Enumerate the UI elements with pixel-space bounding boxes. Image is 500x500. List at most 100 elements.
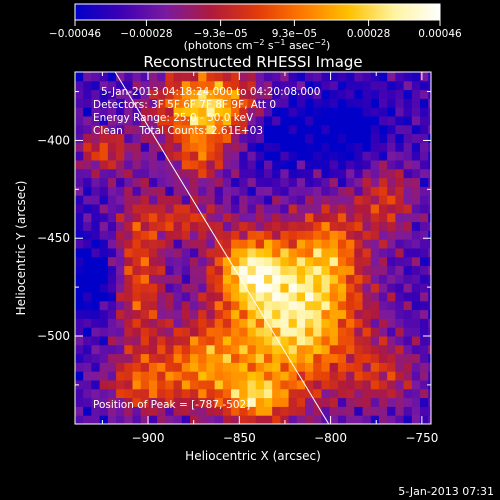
heatmap-cell [403,380,413,390]
heatmap-cell [107,212,117,223]
heatmap-cell [247,256,257,267]
heatmap-cell [198,256,207,267]
heatmap-cell [370,344,380,355]
heatmap-cell [214,353,224,363]
heatmap-cell [157,300,166,311]
heatmap-cell [132,124,142,135]
heatmap-cell [231,397,240,407]
heatmap-cell [99,309,109,319]
heatmap-cell [378,371,388,381]
heatmap-cell [198,160,207,170]
heatmap-cell [428,397,431,407]
heatmap-cell [378,406,388,416]
heatmap-cell [354,292,364,302]
heatmap-cell [403,151,413,161]
heatmap-cell [420,336,429,346]
heatmap-cell [411,212,421,223]
heatmap-cell [420,256,429,267]
heatmap-cell [411,168,421,179]
heatmap-cell [214,80,224,91]
heatmap-cell [239,160,249,170]
heatmap-cell [140,89,150,99]
heatmap-cell [157,388,166,399]
heatmap-cell [231,230,240,240]
heatmap-cell [395,195,405,205]
heatmap-cell [370,168,380,179]
heatmap-cell [305,168,314,179]
heatmap-cell [411,336,421,346]
heatmap-cell [346,397,355,407]
heatmap-cell [305,98,314,108]
heatmap-cell [214,388,224,399]
heatmap-cell [362,107,372,117]
heatmap-cell [206,160,216,170]
heatmap-cell [280,107,290,117]
heatmap-cell [83,388,92,399]
heatmap-cell [263,124,273,135]
heatmap-cell [387,406,396,416]
heatmap-cell [378,274,388,284]
heatmap-cell [354,239,364,249]
heatmap-cell [329,274,339,284]
heatmap-cell [296,256,306,267]
heatmap-cell [222,274,232,284]
heatmap-cell [91,160,101,170]
heatmap-cell [288,116,298,126]
heatmap-cell [288,309,298,319]
heatmap-cell [321,168,331,179]
heatmap-cell [387,388,396,399]
heatmap-cell [116,186,125,196]
heatmap-cell [206,371,216,381]
heatmap-cell [206,327,216,337]
heatmap-cell [247,107,257,117]
heatmap-cell [231,212,240,223]
heatmap-cell [346,292,355,302]
heatmap-cell [173,256,183,267]
heatmap-cell [395,336,405,346]
heatmap-cell [428,274,431,284]
heatmap-cell [255,204,265,214]
heatmap-cell [255,186,265,196]
heatmap-cell [263,388,273,399]
heatmap-cell [329,239,339,249]
heatmap-cell [157,353,166,363]
heatmap-cell [222,239,232,249]
heatmap-cell [124,142,134,152]
heatmap-cell [222,186,232,196]
heatmap-cell [75,362,84,372]
heatmap-cell [83,107,92,117]
heatmap-cell [321,336,331,346]
heatmap-cell [428,151,431,161]
heatmap-cell [354,72,364,82]
heatmap-cell [272,388,281,399]
heatmap-cell [329,283,339,293]
heatmap-cell [321,353,331,363]
heatmap-cell [305,397,314,407]
heatmap-cell [346,256,355,267]
heatmap-cell [165,292,175,302]
heatmap-cell [116,388,125,399]
heatmap-cell [280,239,290,249]
heatmap-cell [107,89,117,99]
heatmap-cell [255,274,265,284]
heatmap-cell [395,292,405,302]
heatmap-cell [116,168,125,179]
heatmap-cell [354,300,364,311]
annotation-detectors: Detectors: 3F 5F 6F 7F 8F 9F, Att 0 [93,99,276,111]
heatmap-cell [124,124,134,135]
heatmap-cell [428,292,431,302]
heatmap-cell [75,292,84,302]
heatmap-cell [140,248,150,258]
heatmap-cell [420,265,429,275]
heatmap-cell [288,72,298,82]
heatmap-cell [181,221,191,231]
heatmap-cell [288,353,298,363]
heatmap-cell [99,283,109,293]
heatmap-cell [83,248,92,258]
heatmap-cell [107,309,117,319]
heatmap-cell [83,72,92,82]
heatmap-cell [124,371,134,381]
heatmap-cell [206,195,216,205]
heatmap-cell [91,309,101,319]
heatmap-cell [148,353,158,363]
